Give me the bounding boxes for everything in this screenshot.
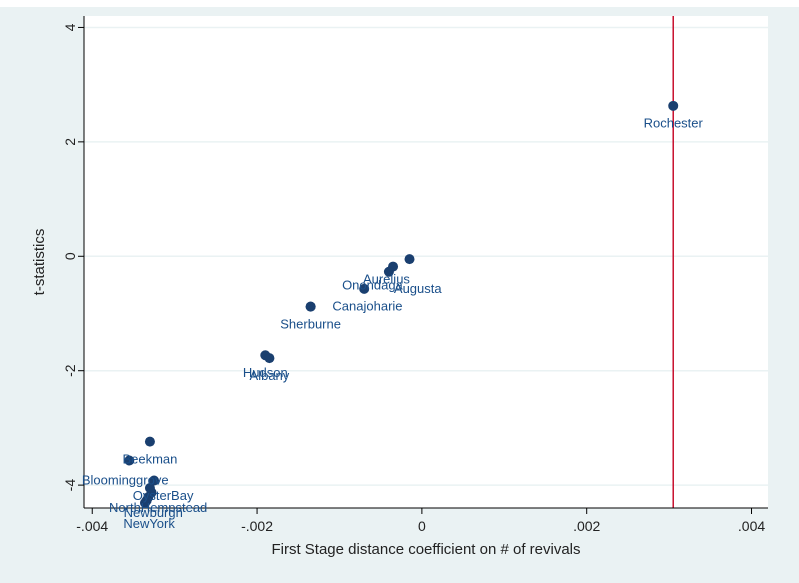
point-label-newyork: NewYork <box>123 516 175 531</box>
plot-area <box>84 16 768 508</box>
data-point-albany <box>264 353 275 364</box>
data-point-rochester <box>668 100 679 111</box>
x-tick-label: -.002 <box>241 518 273 534</box>
point-label-canajoharie: Canajoharie <box>332 299 402 314</box>
data-point-onondaga <box>383 266 394 277</box>
point-label-augusta: Augusta <box>394 281 442 296</box>
point-label-sherburne: Sherburne <box>280 316 341 331</box>
data-point-bloominggrove <box>149 475 160 486</box>
data-point-newyork <box>139 497 150 508</box>
point-label-northhempstead: NorthHempstead <box>109 500 207 515</box>
y-tick-label: -4 <box>62 479 78 492</box>
data-point-augusta <box>359 283 370 294</box>
point-label-aurelius: Aurelius <box>363 272 410 287</box>
x-tick-label: .002 <box>573 518 600 534</box>
point-label-hudson: Hudson <box>243 365 288 380</box>
axis-layer: -4 -2 0 2 4 -.004 -.002 0 .002 .004 <box>62 16 768 534</box>
y-tick-label: 0 <box>62 252 78 260</box>
point-label-rochester: Rochester <box>644 116 704 131</box>
y-tick-label: 4 <box>62 23 78 31</box>
x-axis-label: First Stage distance coefficient on # of… <box>271 541 580 558</box>
data-point-aurelius <box>404 254 415 265</box>
point-label-albany: Albany <box>250 368 290 383</box>
x-tick-label: .004 <box>738 518 765 534</box>
top-strip <box>0 0 799 7</box>
point-label-bloominggrove: Bloominggrove <box>82 473 169 488</box>
y-axis-label: t-statistics <box>31 229 48 296</box>
point-label-oysterbay: OysterBay <box>133 488 194 503</box>
point-label-newburgh: Newburgh <box>124 505 183 520</box>
data-point-beekman <box>144 436 155 447</box>
data-point <box>124 455 135 466</box>
x-tick-label: 0 <box>418 518 426 534</box>
point-label-onondaga: Onondaga <box>342 277 403 292</box>
point-label-beekman: Beekman <box>122 451 177 466</box>
x-tick-label: -.004 <box>76 518 108 534</box>
y-tick-label: 2 <box>62 138 78 146</box>
y-tick-label: -2 <box>62 364 78 377</box>
data-point-sherburne <box>305 301 316 312</box>
point-layer <box>124 100 679 508</box>
grid-layer <box>84 26 768 486</box>
